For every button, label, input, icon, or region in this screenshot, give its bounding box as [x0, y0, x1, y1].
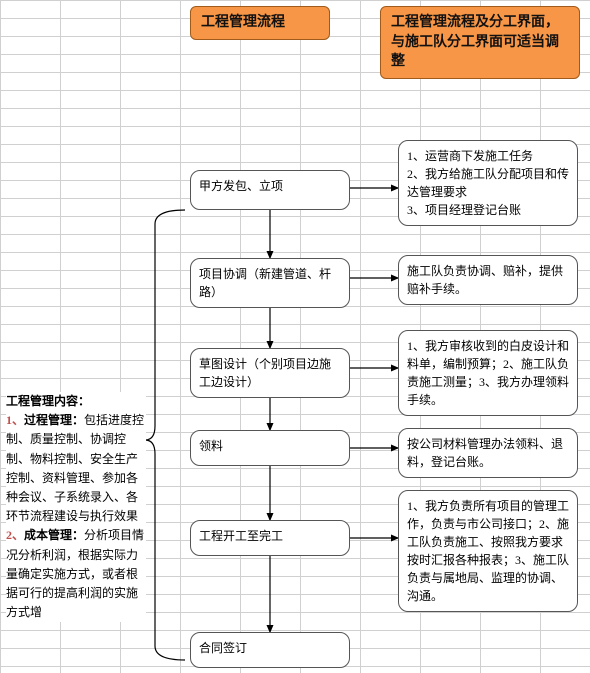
flow-node-2: 项目协调（新建管道、杆路）: [190, 258, 350, 308]
side-num-1: 1、: [6, 413, 24, 427]
flow-node-4: 领料: [190, 430, 350, 466]
side-box-3-text: 1、我方审核收到的白皮设计和料单，编制预算；2、施工队负责施工测量；3、我方办理…: [407, 339, 569, 407]
flow-node-1: 甲方发包、立项: [190, 170, 350, 210]
side-box-5: 1、我方负责所有项目的管理工作，负责与市公司接口；2、施工队负责施工、按照我方要…: [398, 490, 578, 612]
flow-node-1-label: 甲方发包、立项: [199, 179, 283, 193]
side-item1-title: 过程管理：: [24, 413, 84, 427]
side-title: 工程管理内容：: [6, 394, 90, 408]
flow-node-5: 工程开工至完工: [190, 520, 350, 556]
side-num-2: 2、: [6, 528, 24, 542]
side-box-2: 施工队负责协调、赔补，提供赔补手续。: [398, 255, 578, 305]
flow-node-6-label: 合同签订: [199, 641, 247, 655]
header-left-text: 工程管理流程: [201, 15, 285, 30]
flow-node-3-label: 草图设计（个别项目边施工边设计）: [199, 357, 331, 389]
flow-node-6: 合同签订: [190, 632, 350, 668]
side-item2-title: 成本管理：: [24, 528, 84, 542]
side-box-1-text: 1、运营商下发施工任务2、我方给施工队分配项目和传达管理要求3、项目经理登记台账: [407, 149, 569, 217]
side-box-1: 1、运营商下发施工任务2、我方给施工队分配项目和传达管理要求3、项目经理登记台账: [398, 140, 578, 226]
flow-node-2-label: 项目协调（新建管道、杆路）: [199, 267, 331, 299]
side-box-4-text: 按公司材料管理办法领料、退料，登记台账。: [407, 437, 563, 469]
side-box-4: 按公司材料管理办法领料、退料，登记台账。: [398, 428, 578, 478]
header-right: 工程管理流程及分工界面，与施工队分工界面可适当调整: [380, 6, 580, 79]
flowchart-canvas: 工程管理流程 工程管理流程及分工界面，与施工队分工界面可适当调整 甲方发包、立项…: [0, 0, 590, 673]
side-item1-body: 包括进度控制、质量控制、协调控制、物料控制、安全生产控制、资料管理、参加各种会议…: [6, 413, 144, 523]
header-right-text: 工程管理流程及分工界面，与施工队分工界面可适当调整: [391, 15, 559, 69]
flow-node-5-label: 工程开工至完工: [199, 529, 283, 543]
header-left: 工程管理流程: [190, 6, 330, 40]
side-box-5-text: 1、我方负责所有项目的管理工作，负责与市公司接口；2、施工队负责施工、按照我方要…: [407, 499, 569, 603]
flow-node-4-label: 领料: [199, 439, 223, 453]
side-description: 工程管理内容： 1、过程管理：包括进度控制、质量控制、协调控制、物料控制、安全生…: [6, 392, 146, 622]
flow-node-3: 草图设计（个别项目边施工边设计）: [190, 348, 350, 398]
side-box-2-text: 施工队负责协调、赔补，提供赔补手续。: [407, 264, 563, 296]
side-box-3: 1、我方审核收到的白皮设计和料单，编制预算；2、施工队负责施工测量；3、我方办理…: [398, 330, 578, 416]
